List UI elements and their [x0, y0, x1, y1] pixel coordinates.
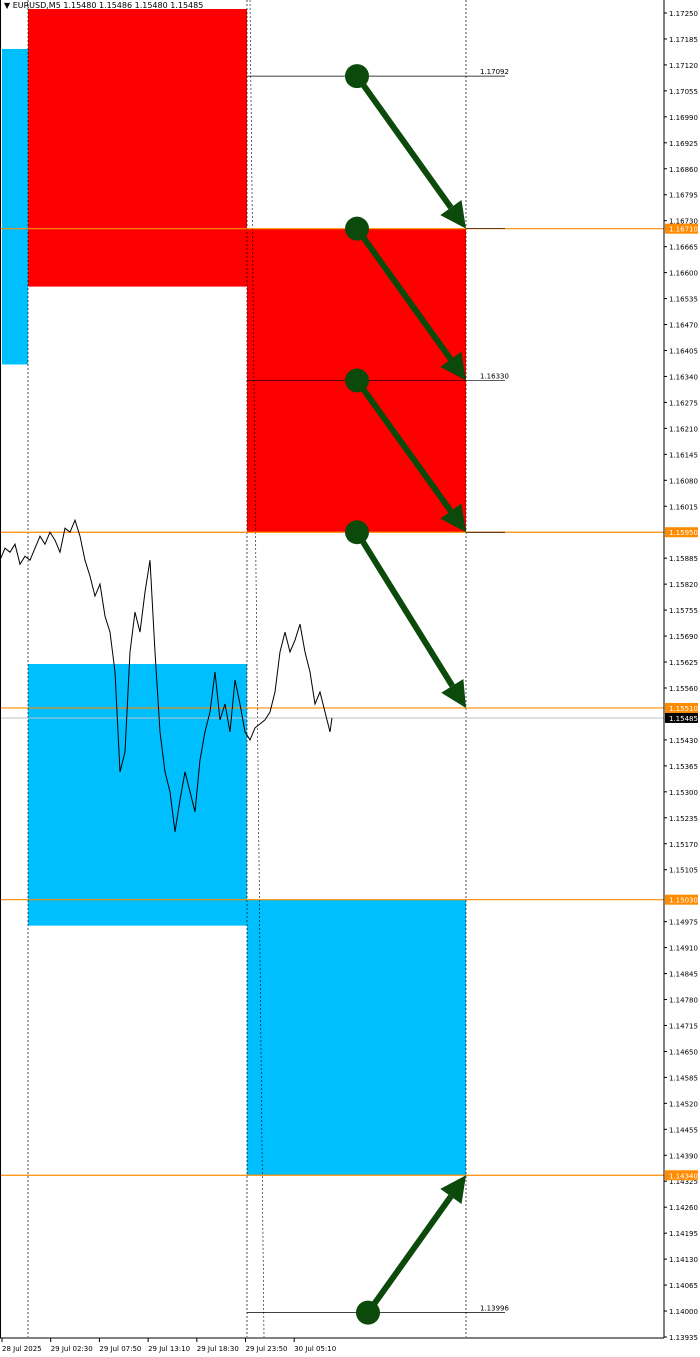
y-tick-label: 1.15235	[669, 815, 698, 823]
y-tick-label: 1.14585	[669, 1074, 698, 1082]
y-tick-label: 1.16015	[669, 503, 698, 511]
arrow-head	[440, 503, 466, 533]
y-tick-label: 1.16405	[669, 347, 698, 355]
arrow-shaft	[354, 226, 454, 362]
zone-rect	[28, 9, 247, 287]
x-tick-label: 29 Jul 18:30	[197, 1345, 239, 1353]
y-tick-label: 1.16340	[669, 373, 698, 381]
y-tick-label: 1.14650	[669, 1048, 698, 1056]
y-tick-label: 1.14325	[669, 1178, 698, 1186]
arrow-start-dot	[345, 64, 369, 89]
arrow-shaft	[354, 74, 454, 210]
y-tick-label: 1.15170	[669, 841, 698, 849]
y-tick-label: 1.15690	[669, 633, 698, 641]
y-tick-label: 1.14390	[669, 1152, 698, 1160]
y-tick-label: 1.14780	[669, 997, 698, 1005]
x-tick-label: 28 Jul 2025	[2, 1345, 42, 1353]
arrow-start-dot	[356, 1300, 380, 1325]
current-price-label: 1.15485	[669, 715, 698, 723]
y-tick-label: 1.16990	[669, 114, 698, 122]
y-tick-label: 1.14000	[669, 1308, 698, 1316]
y-tick-label: 1.14975	[669, 919, 698, 927]
y-tick-label: 1.16665	[669, 244, 698, 252]
y-tick-label: 1.16860	[669, 166, 698, 174]
y-tick-label: 1.14195	[669, 1230, 698, 1238]
arrow-head	[441, 679, 466, 708]
current-price-tag	[665, 712, 698, 723]
arrow-start-dot	[345, 216, 369, 241]
arrow-head	[440, 199, 466, 229]
level-price-tag	[665, 1170, 698, 1181]
level-price-label: 1.15510	[669, 705, 698, 713]
y-tick-label: 1.14065	[669, 1282, 698, 1290]
y-tick-label: 1.17055	[669, 88, 698, 96]
x-tick-label: 29 Jul 13:10	[148, 1345, 190, 1353]
y-tick-label: 1.17120	[669, 62, 698, 70]
level-price-tag	[665, 702, 698, 713]
y-tick-label: 1.16795	[669, 192, 698, 200]
symbol-label: EURUSD,M5	[12, 1, 61, 10]
x-tick-label: 30 Jul 05:10	[294, 1345, 336, 1353]
x-tick-label: 29 Jul 07:50	[99, 1345, 141, 1353]
arrow-start-dot	[345, 368, 369, 393]
arrow-shaft	[365, 1194, 454, 1315]
target-label: 1.17092	[480, 68, 509, 76]
arrow-start-dot	[345, 520, 369, 545]
zone-rect	[2, 48, 28, 365]
ohlc-label: 1.15480 1.15486 1.15480 1.15485	[63, 1, 204, 10]
zone-rect	[28, 664, 247, 926]
level-price-label: 1.16710	[669, 226, 698, 234]
level-price-tag	[665, 223, 698, 234]
y-tick-label: 1.15885	[669, 555, 698, 563]
y-tick-label: 1.14845	[669, 971, 698, 979]
level-price-label: 1.15950	[669, 529, 698, 537]
target-label: 1.13996	[480, 1305, 509, 1313]
diagonal-dashed-line	[249, 0, 265, 1338]
level-price-tag	[665, 527, 698, 538]
y-tick-label: 1.15300	[669, 789, 698, 797]
price-line	[0, 518, 333, 832]
x-tick-label: 29 Jul 02:30	[51, 1345, 93, 1353]
level-price-label: 1.14340	[669, 1172, 698, 1180]
arrow-head	[440, 351, 466, 381]
y-tick-label: 1.14520	[669, 1100, 698, 1108]
y-tick-label: 1.15430	[669, 737, 698, 745]
y-tick-label: 1.15625	[669, 659, 698, 667]
y-tick-label: 1.16210	[669, 425, 698, 433]
y-tick-label: 1.15820	[669, 581, 698, 589]
arrow-shaft	[354, 378, 454, 513]
y-tick-label: 1.15755	[669, 607, 698, 615]
y-tick-label: 1.16535	[669, 296, 698, 304]
y-tick-label: 1.14260	[669, 1204, 698, 1212]
arrow-head	[440, 1175, 466, 1204]
y-tick-label: 1.17185	[669, 36, 698, 44]
y-tick-label: 1.14455	[669, 1126, 698, 1134]
y-tick-label: 1.16600	[669, 270, 698, 278]
y-tick-label: 1.13935	[669, 1334, 698, 1342]
x-tick-label: 29 Jul 23:50	[246, 1345, 288, 1353]
y-tick-label: 1.16080	[669, 477, 698, 485]
y-tick-label: 1.16145	[669, 451, 698, 459]
y-tick-label: 1.14910	[669, 945, 698, 953]
y-tick-label: 1.16925	[669, 140, 698, 148]
triangle-down-icon[interactable]: ▼	[4, 1, 11, 10]
chart-header: ▼ EURUSD,M5 1.15480 1.15486 1.15480 1.15…	[4, 1, 203, 10]
y-tick-label: 1.14130	[669, 1256, 698, 1264]
target-label: 1.16330	[480, 372, 509, 380]
y-tick-label: 1.16275	[669, 399, 698, 407]
y-tick-label: 1.15560	[669, 685, 698, 693]
arrow-shaft	[354, 530, 455, 688]
y-tick-label: 1.16730	[669, 218, 698, 226]
zone-rect	[247, 899, 466, 1176]
y-tick-label: 1.17250	[669, 10, 698, 18]
y-tick-label: 1.14715	[669, 1022, 698, 1030]
y-tick-label: 1.15105	[669, 867, 698, 875]
level-price-tag	[665, 894, 698, 905]
y-tick-label: 1.16470	[669, 322, 698, 330]
y-tick-label: 1.15365	[669, 763, 698, 771]
level-price-label: 1.15030	[669, 897, 698, 905]
